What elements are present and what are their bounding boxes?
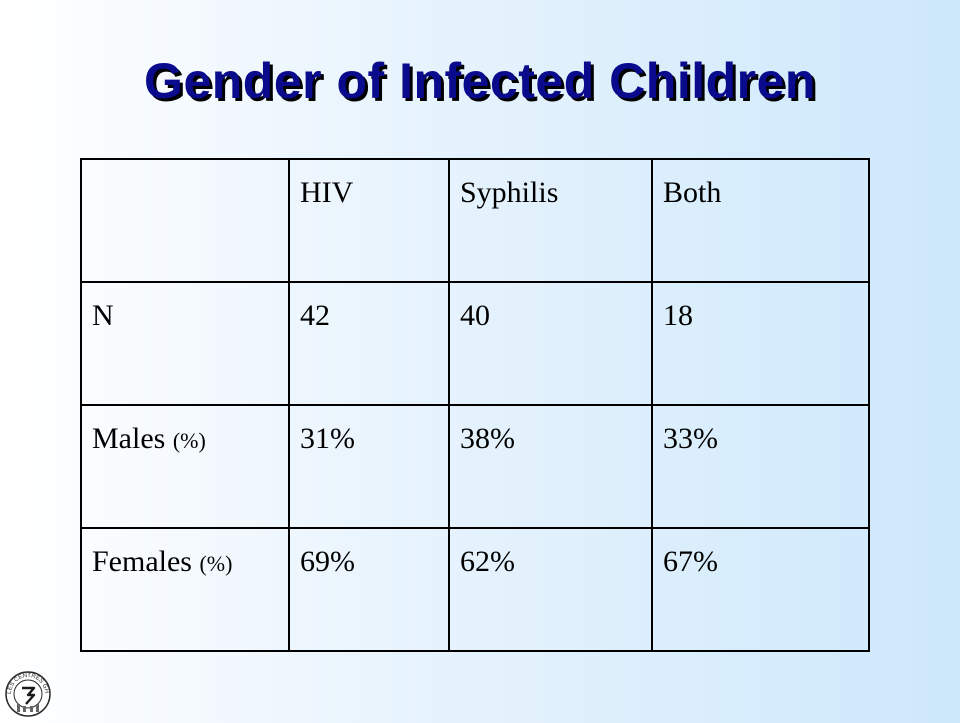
table-row-females: Females (%) 69% 62% 67% <box>80 527 870 652</box>
row-label: N <box>92 299 114 332</box>
table-cell: 62% <box>448 527 653 652</box>
header-cell-hiv: HIV <box>288 158 450 283</box>
table-cell: 69% <box>288 527 450 652</box>
slide-title: Gender of Infected Children <box>144 53 816 109</box>
gheskio-logo-icon: LES CENTRES GHESKIO <box>0 662 54 718</box>
table-cell: 40 <box>448 281 653 406</box>
header-cell-both: Both <box>651 158 870 283</box>
table-cell: 18 <box>651 281 870 406</box>
table-cell: 42 <box>288 281 450 406</box>
row-label-cell: Females (%) <box>80 527 290 652</box>
row-label: Males <box>92 422 166 455</box>
row-label: Females <box>92 545 192 578</box>
table-cell: 67% <box>651 527 870 652</box>
table-header-row: HIV Syphilis Both <box>80 158 870 283</box>
table-cell: 38% <box>448 404 653 529</box>
table-cell: 33% <box>651 404 870 529</box>
row-unit: (%) <box>172 428 206 453</box>
header-cell-syphilis: Syphilis <box>448 158 653 283</box>
row-unit: (%) <box>199 551 233 576</box>
header-cell-empty <box>80 158 290 283</box>
row-label-cell: N <box>80 281 290 406</box>
data-table: HIV Syphilis Both N 42 40 18 Males (%) 3… <box>80 158 870 652</box>
table-row-males: Males (%) 31% 38% 33% <box>80 404 870 529</box>
table-cell: 31% <box>288 404 450 529</box>
row-label-cell: Males (%) <box>80 404 290 529</box>
table-row-n: N 42 40 18 <box>80 281 870 406</box>
